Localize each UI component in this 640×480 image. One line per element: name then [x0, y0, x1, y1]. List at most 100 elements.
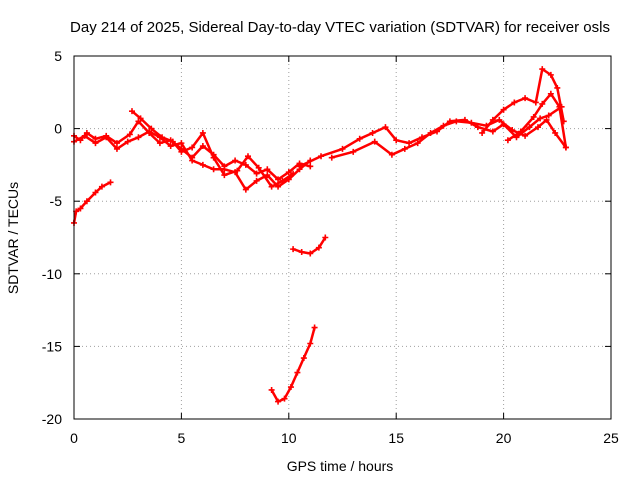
data-point [479, 129, 486, 136]
y-tick-label: 0 [54, 121, 62, 137]
data-point [255, 164, 262, 171]
data-point [500, 106, 507, 113]
chart-title: Day 214 of 2025, Sidereal Day-to-day VTE… [70, 19, 610, 36]
data-point [232, 157, 239, 164]
series-trace [480, 67, 565, 135]
data-point [547, 90, 554, 97]
data-point [339, 145, 346, 152]
data-point [328, 154, 335, 161]
data-point [159, 134, 166, 141]
data-point [401, 145, 408, 152]
data-point [244, 153, 251, 160]
series-trace [270, 326, 316, 403]
data-point [382, 124, 389, 131]
data-point [468, 119, 475, 126]
y-axis-label: SDTVAR / TECUs [5, 182, 21, 294]
data-point [221, 166, 228, 173]
data-point [92, 189, 99, 196]
data-point [509, 127, 516, 134]
x-tick-label: 25 [603, 430, 619, 446]
data-point [210, 154, 217, 161]
data-point [126, 131, 133, 138]
data-point [318, 153, 325, 160]
data-point [388, 151, 395, 158]
data-point [124, 138, 131, 145]
data-point [107, 179, 114, 186]
data-point [526, 124, 533, 131]
data-point [275, 183, 282, 190]
data-point [562, 144, 569, 151]
series-arc-i [479, 66, 567, 136]
data-point [199, 129, 206, 136]
data-point [539, 66, 546, 73]
data-point [81, 132, 88, 139]
data-point [414, 140, 421, 147]
data-point [307, 340, 314, 347]
data-point [156, 140, 163, 147]
data-point [315, 244, 322, 251]
series-trace [330, 118, 568, 159]
data-point [189, 157, 196, 164]
data-point [264, 166, 271, 173]
data-point [210, 166, 217, 173]
data-point [281, 395, 288, 402]
data-point [77, 205, 84, 212]
data-point [496, 116, 503, 123]
data-point [290, 170, 297, 177]
data-point [545, 112, 552, 119]
data-point [221, 172, 228, 179]
x-tick-label: 20 [496, 430, 512, 446]
data-point [268, 183, 275, 190]
data-point [543, 116, 550, 123]
data-point [307, 163, 314, 170]
data-point [167, 143, 174, 150]
data-point [517, 128, 524, 135]
data-point [294, 369, 301, 376]
data-point [393, 137, 400, 144]
data-point [371, 138, 378, 145]
data-point [199, 161, 206, 168]
series-arc-c [128, 108, 297, 190]
data-point [242, 186, 249, 193]
series-layer [71, 66, 569, 405]
plot-frame [73, 55, 612, 420]
y-tick-label: 5 [54, 48, 62, 64]
data-point [285, 169, 292, 176]
data-point [296, 163, 303, 170]
series-trace [72, 181, 112, 225]
data-point [322, 234, 329, 241]
data-point [453, 118, 460, 125]
x-axis-label: GPS time / hours [287, 458, 394, 474]
data-point [199, 143, 206, 150]
data-point [83, 198, 90, 205]
y-tick-label: -20 [42, 411, 62, 427]
data-point [489, 128, 496, 135]
data-point [234, 167, 241, 174]
data-point [547, 71, 554, 78]
data-point [300, 355, 307, 362]
data-point [169, 138, 176, 145]
series-trace [291, 236, 327, 255]
data-point [522, 95, 529, 102]
data-point [298, 249, 305, 256]
data-point [113, 140, 120, 147]
data-point [369, 129, 376, 136]
data-point [128, 108, 135, 115]
data-point [135, 134, 142, 141]
data-point [189, 144, 196, 151]
data-point [406, 140, 413, 147]
data-point [264, 172, 271, 179]
data-point [530, 113, 537, 120]
y-tick-label: -15 [42, 338, 62, 354]
data-point [178, 148, 185, 155]
data-point [522, 132, 529, 139]
x-tick-label: 5 [178, 430, 186, 446]
data-point [178, 140, 185, 147]
data-point [552, 129, 559, 136]
data-point [268, 386, 275, 393]
data-point [279, 177, 286, 184]
x-tick-label: 0 [70, 430, 78, 446]
tick-layer: 0 5 10 15 20 25 5 0 -5 -10 -15 -20 [42, 48, 619, 446]
data-point [539, 100, 546, 107]
